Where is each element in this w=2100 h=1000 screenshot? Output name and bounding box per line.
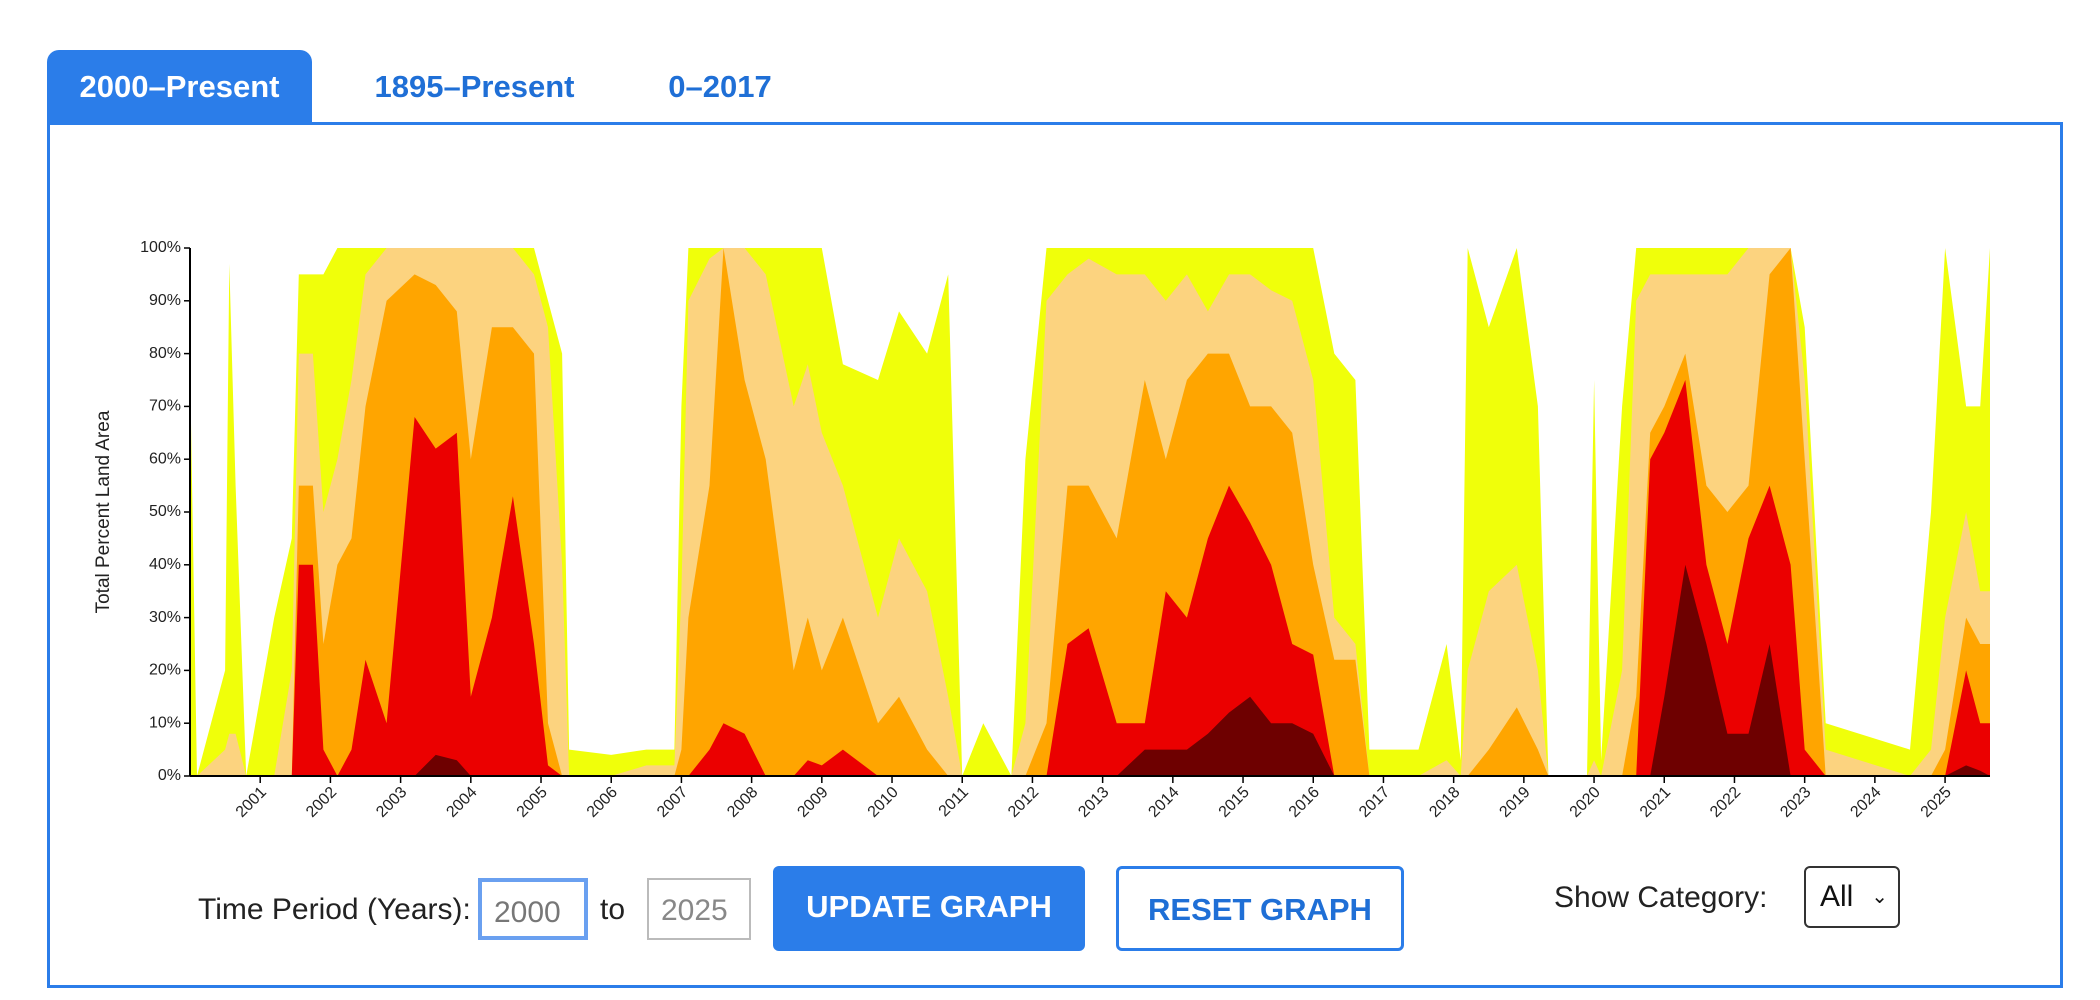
- x-tick-label: 2022: [1707, 784, 1744, 821]
- x-tick-label: 2007: [654, 784, 691, 821]
- x-tick-label: 2009: [794, 784, 831, 821]
- x-tick-label: 2021: [1637, 784, 1674, 821]
- to-label: to: [600, 893, 626, 926]
- tab[interactable]: 2000–Present: [47, 50, 312, 123]
- y-tick-label: 60%: [149, 450, 181, 467]
- panel: [47, 122, 2063, 988]
- x-tick-label: 2003: [373, 784, 410, 821]
- y-tick-label: 70%: [149, 398, 181, 415]
- dropdown-arrow: ⌄: [1871, 886, 1888, 908]
- x-tick-label: 2017: [1356, 784, 1393, 821]
- update-button[interactable]: UPDATE GRAPH: [773, 866, 1085, 951]
- x-tick-label: 2012: [1005, 784, 1042, 821]
- x-tick-label: 2004: [443, 784, 480, 821]
- x-tick-label: 2016: [1286, 784, 1323, 821]
- x-tick-label: 2019: [1496, 784, 1533, 821]
- x-tick-label: 2005: [514, 784, 551, 821]
- category-label: Show Category:: [1554, 881, 1768, 914]
- x-tick-label: 2014: [1145, 784, 1182, 821]
- area: [190, 380, 1990, 776]
- x-tick-label: 2024: [1847, 784, 1884, 821]
- x-tick-label: 2023: [1777, 784, 1814, 821]
- y-tick-label: 50%: [149, 503, 181, 520]
- y-tick-label: 20%: [149, 662, 181, 679]
- start-year-input[interactable]: 2000: [478, 878, 588, 940]
- x-tick-label: 2013: [1075, 784, 1112, 821]
- x-tick-label: 2018: [1426, 784, 1463, 821]
- end-year-input[interactable]: 2025: [647, 878, 751, 940]
- period-label: Time Period (Years):: [198, 893, 471, 926]
- category-select[interactable]: All ⌄: [1804, 866, 1900, 928]
- x-tick-label: 2015: [1216, 784, 1253, 821]
- area: [190, 248, 1990, 776]
- x-tick-label: 2006: [584, 784, 621, 821]
- y-tick-label: 0%: [158, 767, 181, 784]
- y-tick-label: 30%: [149, 609, 181, 626]
- x-tick-label: 2010: [865, 784, 902, 821]
- y-tick-label: 10%: [149, 714, 181, 731]
- x-tick-label: 2025: [1918, 784, 1955, 821]
- y-tick-label: 90%: [149, 292, 181, 309]
- x-tick-label: 2020: [1567, 784, 1604, 821]
- x-tick-label: 2002: [303, 784, 340, 821]
- x-tick-label: 2008: [724, 784, 761, 821]
- x-tick-label: 2011: [936, 784, 972, 820]
- y-tick-label: 40%: [149, 556, 181, 573]
- tab[interactable]: 1895–Present: [374, 69, 575, 104]
- y-axis-label: Total Percent Land Area: [93, 410, 114, 613]
- y-tick-label: 80%: [149, 345, 181, 362]
- category-value: All: [1820, 880, 1854, 913]
- reset-button[interactable]: RESET GRAPH: [1116, 866, 1404, 951]
- y-tick-label: 100%: [140, 239, 181, 256]
- x-tick-label: 2001: [233, 784, 270, 821]
- tab[interactable]: 0–2017: [668, 69, 772, 104]
